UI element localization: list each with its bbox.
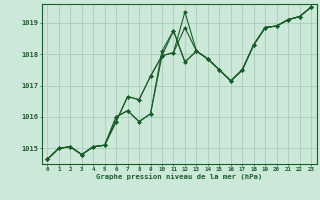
X-axis label: Graphe pression niveau de la mer (hPa): Graphe pression niveau de la mer (hPa) [96,173,262,180]
